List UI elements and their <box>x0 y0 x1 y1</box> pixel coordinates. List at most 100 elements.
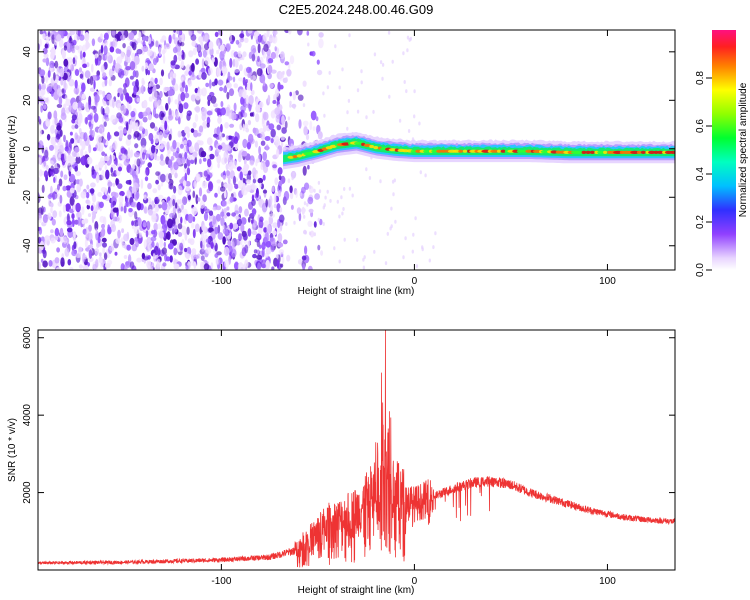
noise-cell <box>92 147 97 152</box>
noise-cell <box>205 82 210 88</box>
noise-cell <box>187 79 193 87</box>
noise-cell <box>208 210 214 216</box>
noise-cell <box>263 43 269 52</box>
noise-cell <box>168 159 173 166</box>
noise-cell <box>54 146 58 153</box>
noise-cell <box>50 30 56 34</box>
noise-cell <box>343 237 346 242</box>
noise-cell <box>120 104 127 115</box>
noise-cell <box>94 221 99 231</box>
noise-cell <box>84 238 88 249</box>
noise-cell <box>219 131 223 141</box>
noise-cell <box>138 111 144 119</box>
noise-cell <box>404 236 407 241</box>
noise-cell <box>97 235 101 244</box>
noise-cell <box>285 222 288 226</box>
noise-cell <box>217 145 223 150</box>
noise-cell <box>346 126 349 131</box>
noise-cell <box>243 239 247 244</box>
noise-cell <box>134 143 139 149</box>
noise-cell <box>65 98 72 107</box>
noise-cell <box>44 149 49 159</box>
noise-cell <box>208 181 214 192</box>
noise-cell <box>200 240 203 249</box>
noise-cell <box>248 95 254 105</box>
noise-cell <box>120 263 125 270</box>
noise-cell <box>421 247 424 252</box>
noise-cell <box>82 63 87 68</box>
noise-cell <box>313 232 316 237</box>
noise-cell <box>316 69 323 76</box>
spectrogram-frame <box>37 29 676 271</box>
noise-cell <box>56 34 62 42</box>
noise-cell <box>217 79 224 86</box>
noise-cell <box>98 252 102 257</box>
noise-cell <box>120 206 124 212</box>
noise-cell <box>216 49 220 55</box>
noise-cell <box>233 114 237 120</box>
noise-cell <box>326 189 329 194</box>
signal-core <box>603 150 608 154</box>
noise-cell <box>235 39 240 45</box>
noise-cell <box>184 151 188 160</box>
noise-cell <box>50 229 54 234</box>
noise-cell <box>311 50 316 57</box>
noise-cell <box>152 58 158 66</box>
noise-cell <box>264 232 270 242</box>
noise-cell <box>200 255 205 261</box>
noise-cell <box>276 259 280 269</box>
noise-cell <box>98 127 103 134</box>
signal-core <box>415 149 422 153</box>
noise-cell <box>277 81 281 92</box>
signal-core <box>522 149 527 153</box>
noise-cell <box>44 43 48 49</box>
signal-core <box>670 150 675 154</box>
noise-cell <box>75 170 81 177</box>
signal-core <box>369 144 374 149</box>
noise-cell <box>77 185 81 192</box>
noise-cell <box>133 85 138 96</box>
noise-cell <box>386 231 389 236</box>
noise-cell <box>42 58 47 63</box>
noise-cell <box>220 101 224 108</box>
noise-cell <box>157 194 164 200</box>
noise-cell <box>281 127 287 134</box>
noise-cell <box>125 138 132 146</box>
noise-cell <box>263 227 268 233</box>
noise-cell <box>156 99 162 109</box>
noise-cell <box>229 196 234 203</box>
noise-cell <box>191 40 196 47</box>
noise-cell <box>73 86 80 95</box>
noise-cell <box>111 224 116 232</box>
noise-cell <box>272 222 278 229</box>
noise-cell <box>233 83 239 89</box>
noise-cell <box>403 80 406 84</box>
noise-cell <box>413 114 416 119</box>
noise-cell <box>81 103 85 109</box>
noise-cell <box>67 259 72 266</box>
noise-cell <box>203 170 208 177</box>
noise-cell <box>159 238 164 248</box>
signal-core <box>296 154 303 158</box>
noise-cell <box>155 171 161 176</box>
snr-panel: -100 0 100 2000 4000 6000 Height of straight … <box>7 326 676 596</box>
noise-cell <box>278 214 285 223</box>
noise-cell <box>69 131 73 136</box>
noise-cell <box>41 205 44 215</box>
noise-cell <box>272 230 277 236</box>
noise-cell <box>63 58 69 67</box>
noise-cell <box>60 112 67 120</box>
noise-cell <box>363 255 366 260</box>
noise-cell <box>281 255 285 265</box>
noise-cell <box>280 140 284 148</box>
noise-cell <box>102 90 106 98</box>
noise-cell <box>118 195 124 205</box>
noise-cell <box>58 144 64 155</box>
noise-cell <box>136 97 141 103</box>
noise-cell <box>265 259 271 270</box>
noise-cell <box>270 128 276 138</box>
noise-cell <box>122 43 126 49</box>
noise-cell <box>112 216 118 222</box>
noise-cell <box>222 236 226 245</box>
noise-cell <box>253 249 258 254</box>
